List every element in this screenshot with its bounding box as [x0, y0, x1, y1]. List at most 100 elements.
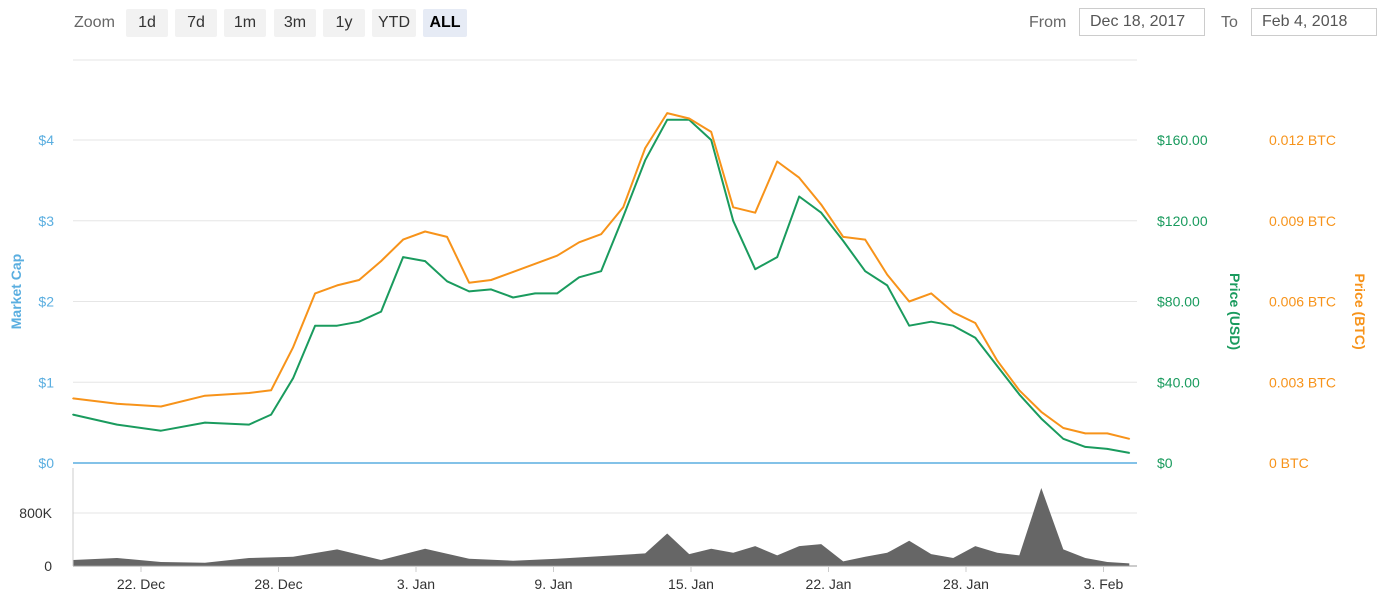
- market-cap-tick-label: $0: [38, 455, 54, 471]
- btc-tick-label: 0.006 BTC: [1269, 294, 1336, 310]
- market-cap-axis-title: Market Cap: [8, 254, 24, 329]
- x-tick-label: 3. Feb: [1084, 576, 1124, 592]
- usd-price-point: [776, 256, 778, 258]
- btc-price-point: [292, 346, 294, 349]
- usd-price-line: [72, 118, 1130, 454]
- zoom-button-all[interactable]: ALL: [423, 9, 467, 37]
- usd-price-point: [204, 421, 206, 424]
- usd-price-point: [1040, 417, 1043, 420]
- zoom-button-1d[interactable]: 1d: [126, 9, 168, 37]
- btc-price-point: [622, 206, 624, 209]
- x-tick-label: 22. Dec: [117, 576, 165, 592]
- usd-axis-title: Price (USD): [1227, 273, 1243, 350]
- x-tick-label: 15. Jan: [668, 576, 714, 592]
- usd-price-point: [886, 284, 888, 287]
- usd-price-point: [1106, 448, 1109, 450]
- btc-price-point: [534, 263, 536, 265]
- btc-price-point: [1084, 432, 1087, 435]
- btc-price-point: [842, 236, 844, 238]
- usd-price-point: [974, 337, 977, 339]
- x-tick-label: 22. Jan: [806, 576, 852, 592]
- btc-price-point: [72, 397, 74, 400]
- usd-price-point: [820, 211, 822, 214]
- btc-price-point: [1128, 438, 1131, 440]
- usd-price-point: [864, 270, 866, 273]
- btc-price-point: [600, 233, 602, 235]
- btc-price-point: [688, 117, 690, 120]
- from-date-input[interactable]: [1079, 8, 1205, 36]
- btc-price-point: [864, 238, 866, 241]
- usd-price-point: [336, 324, 338, 327]
- btc-price-point: [446, 236, 448, 238]
- btc-price-point: [908, 300, 910, 303]
- zoom-button-3m[interactable]: 3m: [274, 9, 316, 37]
- to-date-input[interactable]: [1251, 8, 1377, 36]
- btc-price-point: [1062, 427, 1065, 429]
- usd-price-point: [424, 260, 426, 262]
- usd-price-point: [600, 270, 602, 273]
- usd-price-point: [270, 413, 272, 416]
- btc-price-point: [820, 203, 822, 206]
- usd-price-point: [996, 365, 999, 367]
- btc-price-point: [798, 176, 800, 179]
- btc-price-point: [952, 311, 954, 314]
- market-cap-tick-label: $2: [38, 294, 54, 310]
- btc-price-line: [72, 112, 1130, 440]
- zoom-button-7d[interactable]: 7d: [175, 9, 217, 37]
- usd-tick-label: $40.00: [1157, 374, 1200, 390]
- zoom-button-1m[interactable]: 1m: [224, 9, 266, 37]
- btc-price-point: [512, 271, 514, 273]
- btc-price-point: [490, 279, 492, 281]
- usd-price-point: [380, 310, 382, 313]
- btc-price-point: [1106, 432, 1109, 435]
- usd-price-point: [666, 119, 668, 121]
- btc-price-point: [754, 211, 756, 214]
- usd-price-point: [160, 429, 162, 432]
- btc-price-point: [204, 394, 206, 397]
- usd-tick-label: $160.00: [1157, 132, 1208, 148]
- usd-price-point: [1062, 438, 1065, 440]
- btc-price-point: [1040, 411, 1043, 413]
- usd-price-point: [732, 220, 734, 222]
- btc-price-point: [336, 284, 338, 287]
- btc-axis-title: Price (BTC): [1352, 273, 1368, 349]
- btc-price-point: [1018, 389, 1021, 392]
- usd-price-point: [1018, 393, 1021, 396]
- btc-price-point: [116, 403, 118, 405]
- usd-price-point: [248, 423, 250, 426]
- btc-price-point: [248, 392, 250, 394]
- usd-price-point: [908, 324, 910, 327]
- btc-tick-label: 0 BTC: [1269, 455, 1309, 471]
- usd-price-point: [644, 159, 646, 161]
- usd-price-point: [1084, 446, 1087, 448]
- volume-tick-label: 0: [44, 558, 52, 574]
- btc-price-point: [930, 292, 932, 295]
- btc-price-point: [776, 160, 778, 163]
- zoom-button-ytd[interactable]: YTD: [372, 9, 416, 37]
- btc-price-point: [886, 273, 888, 276]
- usd-price-point: [842, 240, 844, 242]
- x-tick-label: 3. Jan: [397, 576, 435, 592]
- btc-price-point: [732, 206, 734, 209]
- btc-price-point: [644, 147, 646, 149]
- usd-price-point: [930, 320, 932, 323]
- usd-price-point: [72, 413, 74, 416]
- zoom-button-1y[interactable]: 1y: [323, 9, 365, 37]
- usd-price-point: [798, 195, 800, 198]
- volume-area: [73, 488, 1130, 566]
- to-label: To: [1221, 14, 1238, 31]
- btc-tick-label: 0.003 BTC: [1269, 374, 1336, 390]
- btc-price-point: [710, 131, 712, 133]
- btc-price-point: [468, 281, 470, 284]
- usd-price-point: [490, 288, 492, 291]
- usd-price-point: [292, 377, 294, 380]
- usd-price-point: [512, 296, 514, 299]
- usd-price-point: [710, 139, 712, 141]
- btc-price-point: [270, 389, 272, 392]
- btc-price-point: [424, 230, 426, 233]
- usd-price-point: [468, 290, 470, 293]
- zoom-label: Zoom: [74, 14, 115, 31]
- usd-price-point: [402, 256, 404, 258]
- from-label: From: [1029, 14, 1067, 31]
